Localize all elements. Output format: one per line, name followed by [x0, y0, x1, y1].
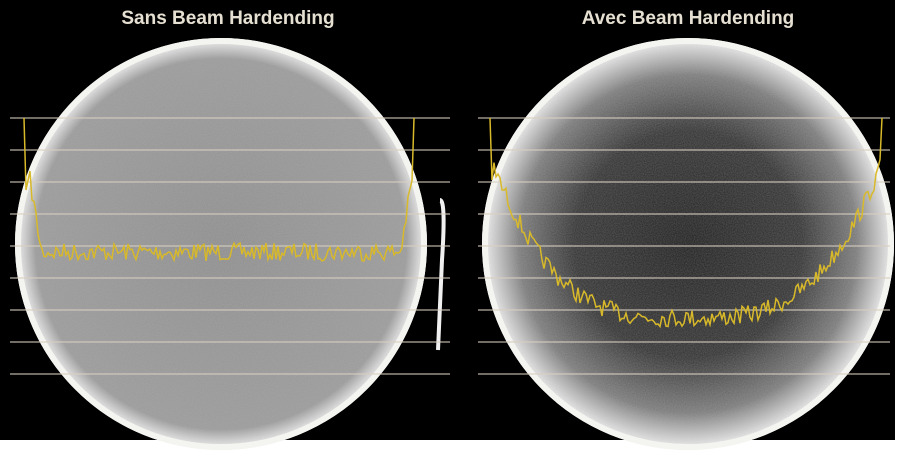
marker [436, 198, 446, 351]
profile-line [23, 117, 415, 263]
profiles [23, 117, 883, 329]
noise [482, 38, 894, 450]
panel-title: Avec Beam Hardending [582, 8, 795, 29]
ring [15, 38, 427, 450]
profile-line [489, 117, 883, 329]
panel-title: Sans Beam Hardending [121, 8, 334, 29]
guides [10, 117, 890, 375]
ring [482, 38, 894, 450]
noise [15, 38, 427, 450]
